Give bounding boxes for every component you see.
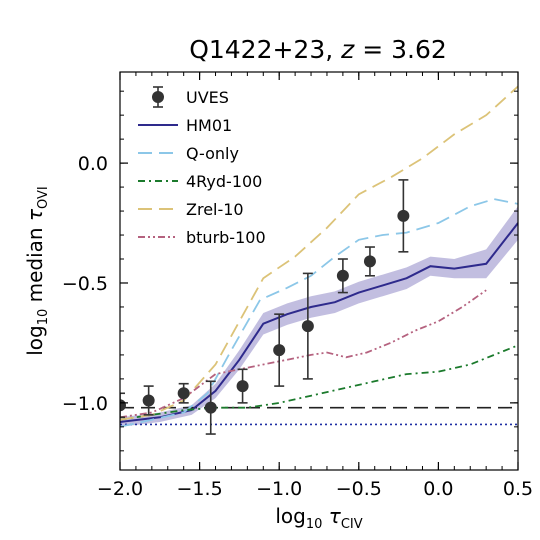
series-line-bturb-100 — [120, 289, 487, 419]
data-point — [177, 387, 190, 400]
chart-title: Q1422+23, z = 3.62 — [189, 35, 447, 64]
data-point — [204, 401, 217, 414]
x-tick-label: −2.0 — [97, 478, 143, 500]
x-tick-label: −0.5 — [336, 478, 382, 500]
x-tick-label: −1.5 — [177, 478, 223, 500]
y-tick-label: −1.0 — [62, 393, 108, 415]
data-point — [397, 209, 410, 222]
y-axis-label: log10 median τOVI — [23, 186, 51, 356]
series-line-4ryd-100 — [120, 344, 518, 421]
series-line-hm01 — [120, 222, 518, 423]
data-point — [142, 394, 155, 407]
x-tick-label: −1.0 — [256, 478, 302, 500]
data-point — [273, 344, 286, 357]
series-line-q-only — [120, 198, 518, 428]
data-point — [336, 269, 349, 282]
legend: UVES HM01 Q-only 4Ryd-100 Zrel-10 bturb-100 — [138, 86, 266, 247]
legend-label-hm01: HM01 — [186, 116, 232, 135]
data-point — [363, 255, 376, 268]
y-tick-label: −0.5 — [62, 273, 108, 295]
x-tick-label: 0.5 — [503, 478, 533, 500]
legend-label-4ryd-100: 4Ryd-100 — [186, 172, 262, 191]
legend-label-q-only: Q-only — [186, 144, 239, 163]
data-point — [120, 399, 126, 412]
data-point — [301, 320, 314, 333]
data-point — [236, 380, 249, 393]
legend-label-bturb-100: bturb-100 — [186, 228, 266, 247]
legend-label-uves: UVES — [186, 88, 229, 107]
legend-label-zrel-10: Zrel-10 — [186, 200, 244, 219]
legend-marker-point — [152, 91, 164, 103]
x-axis-label: log10 τCIV — [275, 504, 362, 532]
x-tick-label: 0.0 — [423, 478, 453, 500]
plot-frame — [119, 71, 519, 471]
y-tick-label: 0.0 — [78, 153, 108, 175]
